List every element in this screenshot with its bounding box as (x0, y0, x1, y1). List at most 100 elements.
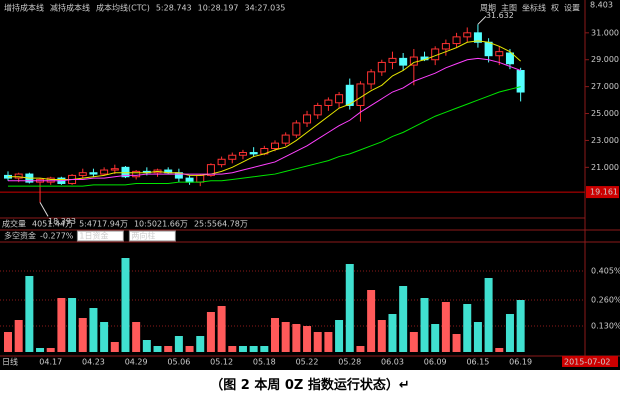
bar (228, 346, 237, 352)
bar (452, 334, 461, 352)
legend-entry: 34:27.035 (245, 4, 286, 13)
bar (473, 322, 482, 352)
y-tick-label: 23.000 (591, 136, 619, 145)
x-tick-label: 05.18 (253, 358, 276, 367)
x-tick-label: 05.12 (210, 358, 233, 367)
bar (217, 306, 226, 352)
indicator-value: -0.277% (40, 232, 74, 241)
bar (142, 340, 151, 352)
toolbar-button[interactable]: 主图 (501, 3, 517, 13)
toolbar-button[interactable]: 周期 (480, 4, 496, 13)
toolbar-button[interactable]: 设置 (564, 3, 580, 13)
bar (495, 348, 504, 352)
bar (367, 290, 376, 352)
bar (281, 322, 290, 352)
toolbar-button[interactable]: 坐标线 (522, 3, 546, 13)
last-price-label: 19.161 (590, 188, 618, 197)
toolbar-button[interactable]: 权 (551, 3, 559, 13)
bar (292, 324, 301, 352)
candle-body (132, 170, 141, 178)
bar (153, 346, 162, 352)
bar (121, 258, 130, 352)
chart: 增持成本线 减持成本线 成本均线(CTC) 5:28.743 10:28.197 34:2… (0, 0, 620, 370)
ma-line (8, 86, 521, 187)
bar (110, 342, 119, 352)
bar (441, 302, 450, 352)
bar (206, 312, 215, 352)
date-label: 2015-07-02 (564, 358, 611, 367)
candle-body (100, 169, 109, 175)
candle-body (110, 168, 119, 171)
header-label: 增持成本线 (4, 3, 44, 13)
bar (463, 304, 472, 352)
bar (196, 336, 205, 352)
bar (420, 298, 429, 352)
volume-item: 成交量 (2, 219, 26, 229)
bar (324, 332, 333, 352)
candle-body (271, 142, 279, 150)
candle-body (473, 32, 482, 43)
candle-body (335, 94, 344, 104)
dropdown-label: 两向柱 (131, 231, 155, 241)
bar (345, 264, 354, 352)
y-tick-label: 0.405% (591, 267, 620, 276)
volume-item: 4051.44万 (32, 220, 73, 229)
volume-item: 10:5021.66万 (134, 220, 188, 229)
ma-line (8, 57, 521, 182)
candle-body (463, 32, 472, 38)
candle-body (249, 152, 258, 155)
x-tick-label: 05.06 (167, 358, 190, 367)
candle-body (228, 154, 237, 160)
bar (335, 320, 344, 352)
bar (185, 346, 194, 352)
bar (303, 326, 312, 352)
last-price-box (586, 186, 619, 199)
annotation-arrow (477, 15, 487, 25)
bar (68, 298, 77, 352)
top-right-label: 8.403 (590, 1, 613, 10)
candle-body (313, 104, 322, 116)
period-label: 日线 (2, 357, 18, 367)
candle-body (516, 69, 525, 93)
candle-body (78, 172, 87, 176)
bar (25, 276, 34, 352)
candle-body (206, 164, 215, 176)
bar (260, 346, 269, 352)
candle-body (238, 152, 247, 156)
candle-body (217, 158, 226, 166)
bar (484, 278, 493, 352)
ma-line (8, 40, 521, 180)
dropdown[interactable] (128, 230, 176, 242)
annotation: 31.632 (486, 11, 514, 20)
candle-body (505, 52, 514, 65)
candle-body (388, 57, 397, 63)
indicator-title: 多空资金 (4, 231, 36, 241)
y-tick-label: 0.130% (591, 322, 620, 331)
candle-body (292, 122, 301, 136)
candle-body (356, 83, 365, 106)
x-tick-label: 04.17 (39, 358, 62, 367)
bar (100, 322, 109, 352)
candle-body (377, 61, 386, 73)
x-tick-label: 05.28 (338, 358, 361, 367)
volume-item: 25:5564.78万 (194, 220, 248, 229)
candle-body (452, 36, 461, 45)
annotation-arrow (39, 202, 49, 217)
candle-body (484, 41, 493, 57)
bar (271, 318, 279, 352)
bar (78, 318, 87, 352)
bar (14, 320, 23, 352)
bar (313, 332, 322, 352)
bar (356, 346, 365, 352)
candle-body (281, 134, 290, 144)
candle-body (367, 71, 376, 85)
dropdown[interactable] (76, 230, 124, 242)
y-tick-label: 0.260% (591, 296, 620, 305)
y-tick-label: 29.000 (591, 55, 619, 64)
x-tick-label: 05.22 (296, 358, 319, 367)
candle-body (14, 173, 23, 179)
candle-body (495, 51, 504, 57)
bar (249, 346, 258, 352)
bar (132, 322, 141, 352)
